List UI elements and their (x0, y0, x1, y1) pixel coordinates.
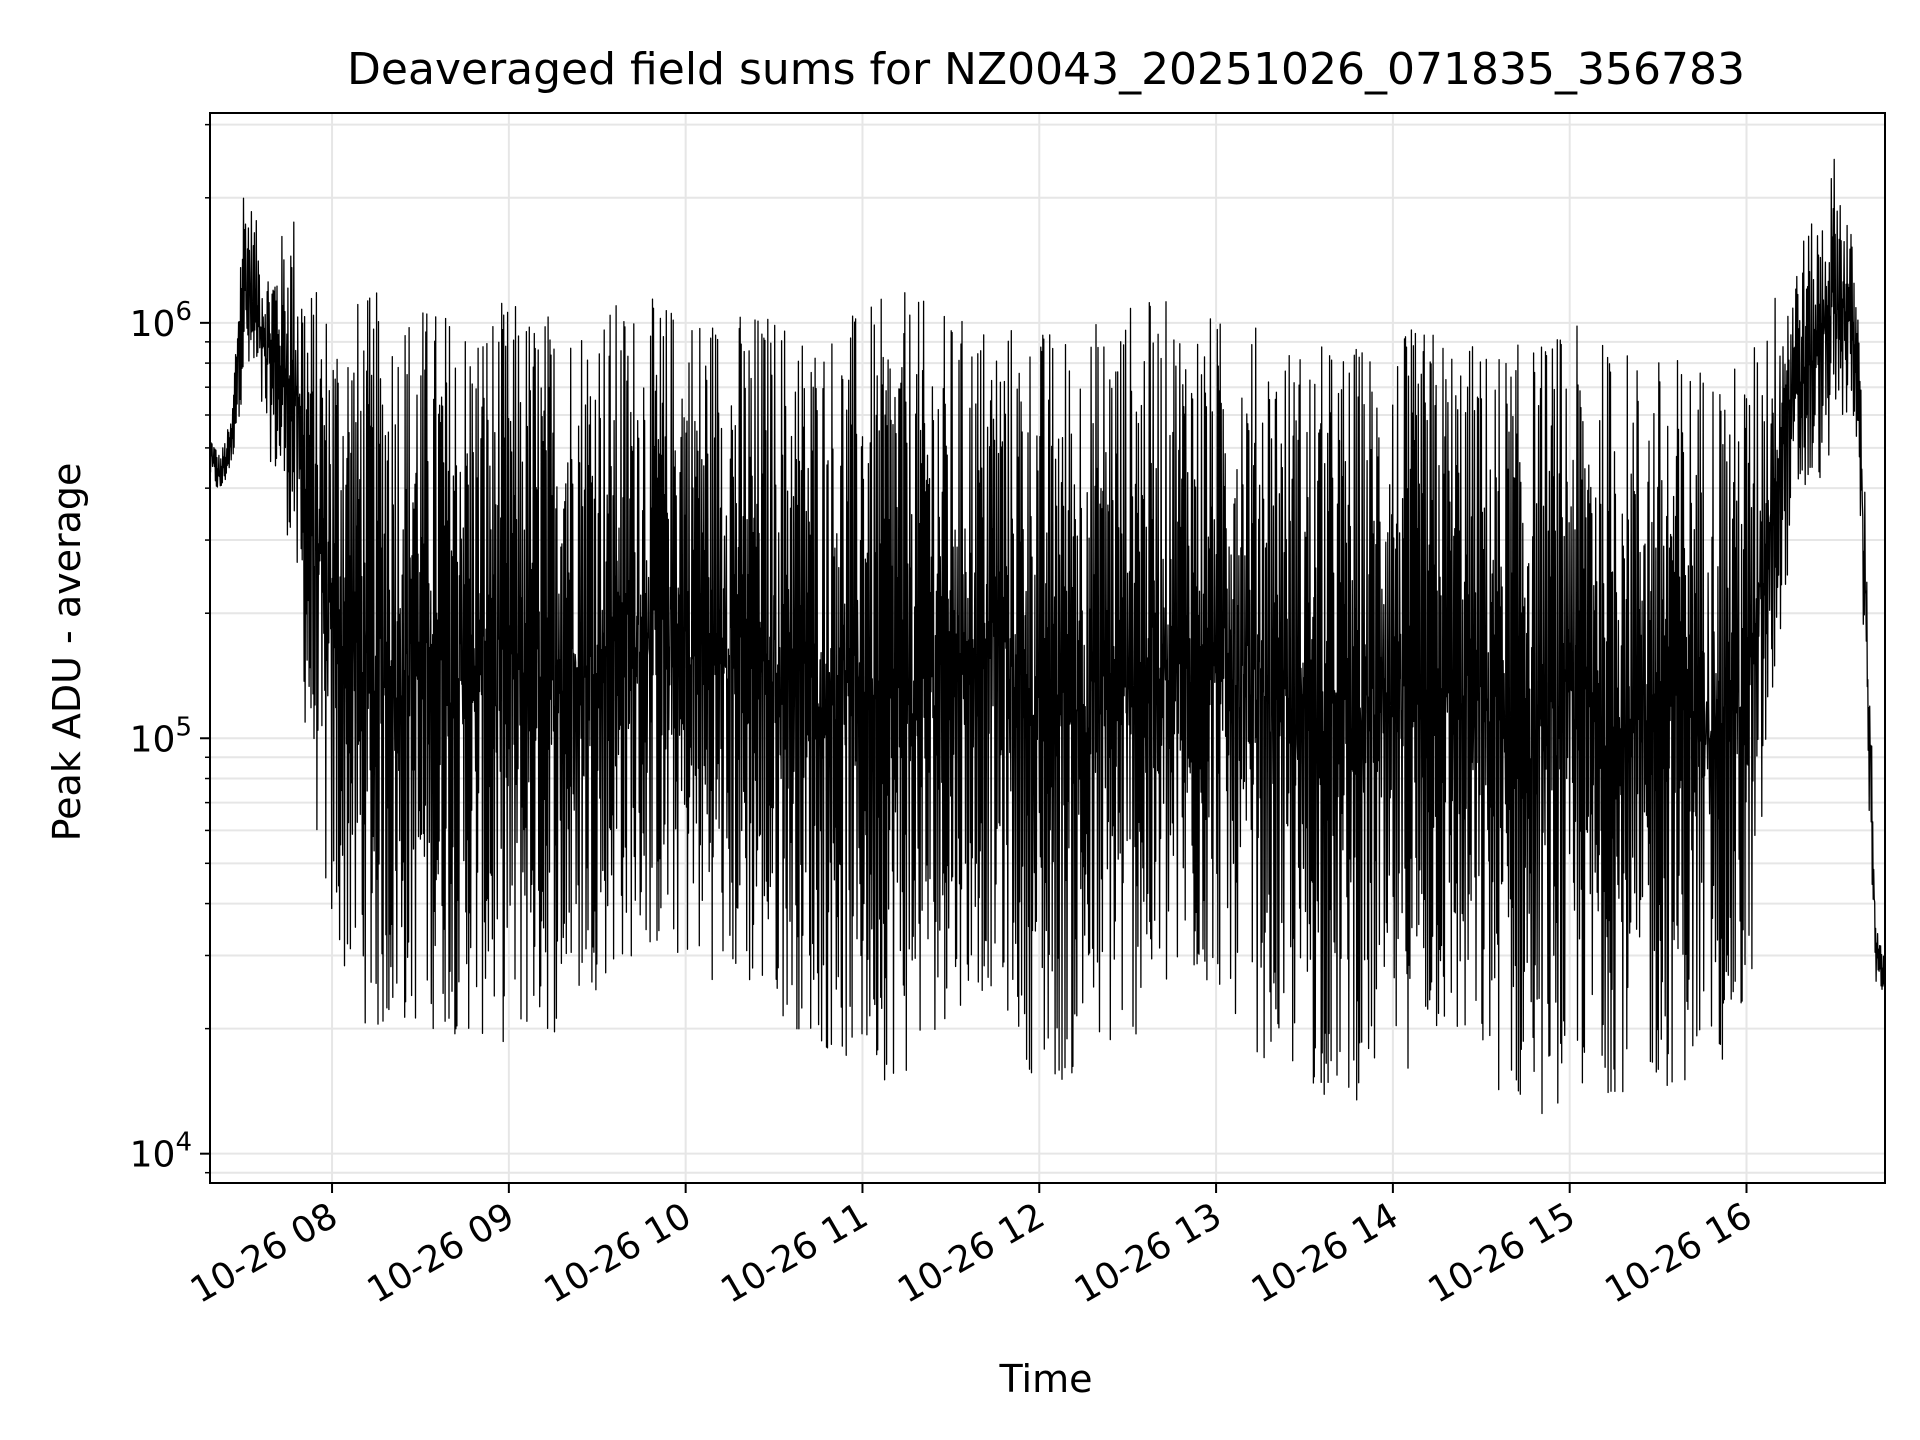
y-tick-label: 104 (130, 1128, 192, 1176)
chart-title: Deaveraged field sums for NZ0043_2025102… (347, 44, 1745, 95)
y-axis-label: Peak ADU - average (45, 463, 89, 842)
plot-frame (209, 112, 1886, 1184)
data-series-line (209, 158, 1886, 1115)
y-tick-label: 105 (130, 712, 192, 760)
data-layer (209, 158, 1886, 1115)
x-axis-label: Time (999, 1357, 1093, 1401)
y-tick-label: 106 (130, 297, 192, 345)
